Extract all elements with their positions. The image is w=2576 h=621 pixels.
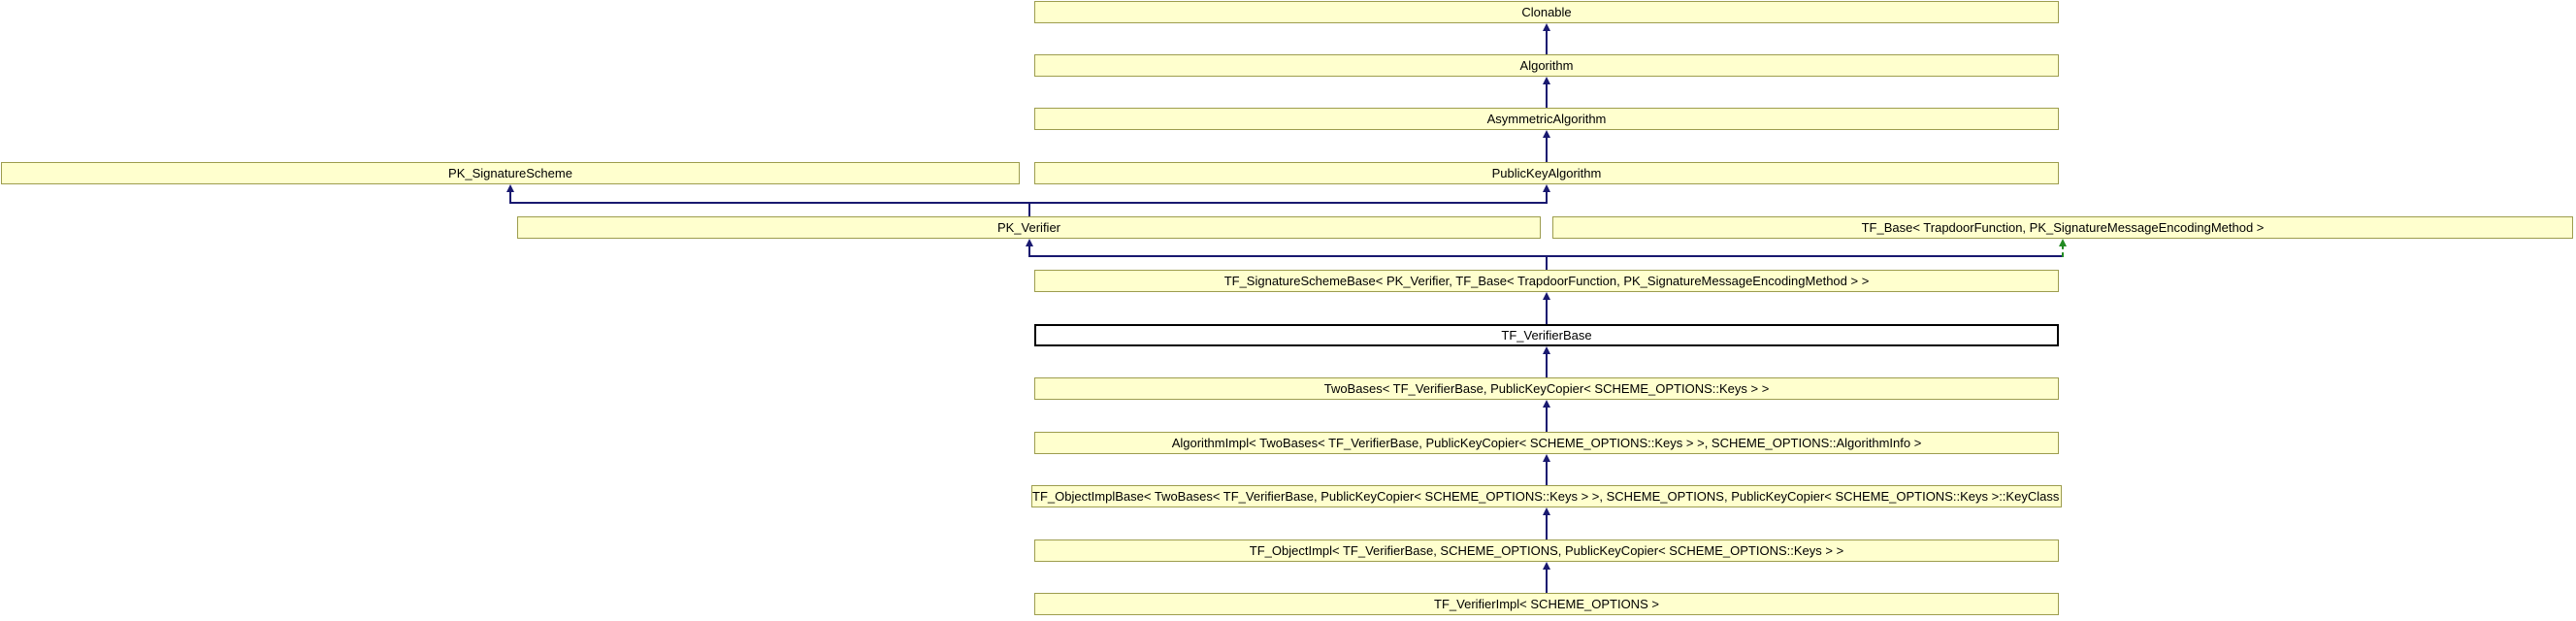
inheritance-edge-line bbox=[1546, 255, 2064, 257]
inheritance-edge-line bbox=[509, 191, 511, 204]
inheritance-arrow-head bbox=[1543, 507, 1550, 515]
inheritance-edge-line bbox=[1028, 202, 1030, 216]
inheritance-edge-line bbox=[1546, 461, 1548, 485]
class-node-tf-object-impl-base[interactable]: TF_ObjectImplBase< TwoBases< TF_Verifier… bbox=[1031, 485, 2062, 507]
inheritance-edge-line bbox=[1546, 299, 1548, 324]
class-node-two-bases[interactable]: TwoBases< TF_VerifierBase, PublicKeyCopi… bbox=[1034, 377, 2059, 400]
inheritance-edge-line bbox=[1546, 83, 1548, 108]
class-node-tf-verifier-impl[interactable]: TF_VerifierImpl< SCHEME_OPTIONS > bbox=[1034, 593, 2059, 615]
inheritance-edge-line bbox=[1546, 407, 1548, 432]
class-node-tf-signature-scheme-base[interactable]: TF_SignatureSchemeBase< PK_Verifier, TF_… bbox=[1034, 270, 2059, 292]
inheritance-arrow-head bbox=[1543, 454, 1550, 462]
class-node-tf-verifier-base: TF_VerifierBase bbox=[1034, 324, 2059, 346]
inheritance-arrow-head bbox=[1543, 346, 1550, 354]
inheritance-edge-line bbox=[1546, 255, 1548, 270]
class-node-algorithm[interactable]: Algorithm bbox=[1034, 54, 2059, 77]
class-node-algorithm-impl[interactable]: AlgorithmImpl< TwoBases< TF_VerifierBase… bbox=[1034, 432, 2059, 454]
template-edge-dashed-line bbox=[2062, 245, 2064, 257]
inheritance-arrow-head bbox=[1543, 184, 1550, 192]
inheritance-edge-line bbox=[1546, 191, 1548, 204]
inheritance-edge-line bbox=[1546, 353, 1548, 377]
inheritance-arrow-head bbox=[506, 184, 514, 192]
inheritance-arrow-head bbox=[1543, 400, 1550, 408]
class-node-public-key-algorithm[interactable]: PublicKeyAlgorithm bbox=[1034, 162, 2059, 184]
inheritance-edge-line bbox=[1546, 514, 1548, 539]
inheritance-arrow-head bbox=[1543, 130, 1550, 138]
class-node-clonable[interactable]: Clonable bbox=[1034, 1, 2059, 23]
inheritance-arrow-head bbox=[1026, 239, 1033, 246]
inheritance-arrow-head bbox=[1543, 23, 1550, 31]
inheritance-edge-line bbox=[1028, 202, 1548, 204]
inheritance-edge-line bbox=[1028, 255, 1548, 257]
template-arrow-head bbox=[2059, 239, 2067, 246]
inheritance-arrow-head bbox=[1543, 77, 1550, 84]
inheritance-edge-line bbox=[509, 202, 1030, 204]
class-node-tf-object-impl[interactable]: TF_ObjectImpl< TF_VerifierBase, SCHEME_O… bbox=[1034, 539, 2059, 562]
inheritance-edge-line bbox=[1546, 569, 1548, 593]
class-node-asymmetric-algorithm[interactable]: AsymmetricAlgorithm bbox=[1034, 108, 2059, 130]
class-node-pk-signature-scheme[interactable]: PK_SignatureScheme bbox=[1, 162, 1020, 184]
inheritance-edge-line bbox=[1546, 30, 1548, 54]
inheritance-edge-line bbox=[1546, 137, 1548, 162]
inheritance-edge-line bbox=[1028, 245, 1030, 257]
inheritance-arrow-head bbox=[1543, 292, 1550, 300]
class-node-tf-base[interactable]: TF_Base< TrapdoorFunction, PK_SignatureM… bbox=[1552, 216, 2573, 239]
inheritance-arrow-head bbox=[1543, 562, 1550, 570]
class-node-pk-verifier[interactable]: PK_Verifier bbox=[517, 216, 1541, 239]
